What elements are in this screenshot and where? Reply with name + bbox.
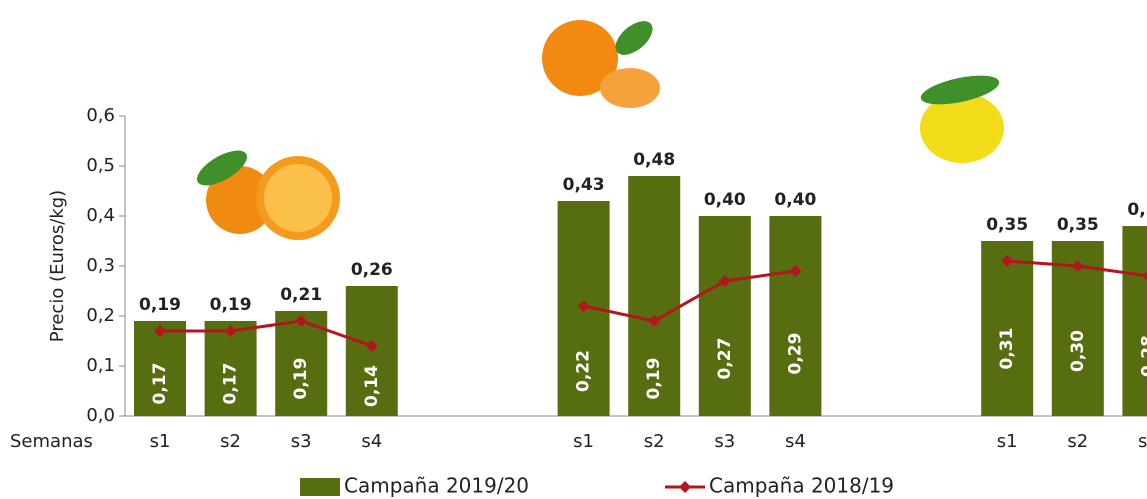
bar-value-label: 0,43	[563, 175, 605, 195]
x-tick-label: s1	[573, 431, 594, 452]
x-tick-label: s3	[1138, 431, 1147, 452]
x-tick-label: s3	[291, 431, 312, 452]
legend-label: Campaña 2018/19	[709, 474, 894, 498]
line-value-label: 0,27	[715, 338, 735, 380]
chart: Precio (Euros/kg) Semanas 0,0 0,1 0,2 0,3 0,…	[0, 0, 1147, 499]
line-value-label: 0,28	[1138, 335, 1147, 377]
legend-label: Campaña 2019/20	[344, 474, 529, 498]
legend-swatch	[300, 478, 340, 496]
orange-icon	[192, 144, 340, 240]
line-value-label: 0,17	[221, 363, 241, 405]
x-tick-label: s3	[714, 431, 735, 452]
x-axis-label: Semanas	[10, 431, 93, 452]
x-tick-label: s4	[785, 431, 806, 452]
lemon-icon	[918, 70, 1004, 163]
y-tick-label: 0,1	[86, 355, 115, 376]
line-value-label: 0,17	[150, 363, 170, 405]
x-tick-label: s4	[361, 431, 382, 452]
y-tick-label: 0,4	[86, 205, 115, 226]
line-value-label: 0,31	[997, 328, 1017, 370]
bar-value-label: 0,26	[351, 260, 393, 280]
line-value-label: 0,14	[362, 365, 382, 407]
line-value-label: 0,19	[644, 358, 664, 400]
bar-value-label: 0,35	[1057, 215, 1099, 235]
x-tick-label: s2	[1067, 431, 1088, 452]
y-tick-label: 0,2	[86, 305, 115, 326]
bar-value-label: 0,21	[280, 285, 322, 305]
x-tick-label: s2	[644, 431, 665, 452]
x-tick-label: s2	[220, 431, 241, 452]
bar	[1122, 226, 1147, 416]
bar-value-label: 0,40	[774, 190, 816, 210]
y-tick-label: 0,6	[86, 105, 115, 126]
bar-value-label: 0,40	[704, 190, 746, 210]
mandarin-icon	[542, 15, 660, 108]
line-value-label: 0,30	[1068, 330, 1088, 372]
y-tick-label: 0,5	[86, 155, 115, 176]
y-tick-label: 0,3	[86, 255, 115, 276]
bar-value-label: 0,48	[633, 150, 675, 170]
x-tick-label: s1	[997, 431, 1018, 452]
bar	[699, 216, 751, 416]
bar	[769, 216, 821, 416]
bar-value-label: 0,19	[139, 295, 181, 315]
y-tick-label: 0,0	[86, 405, 115, 426]
bar-value-label: 0,35	[986, 215, 1028, 235]
line-value-label: 0,19	[291, 358, 311, 400]
line-value-label: 0,29	[785, 333, 805, 375]
legend-swatch	[679, 481, 691, 493]
bar-value-label: 0,19	[210, 295, 252, 315]
y-axis-label: Precio (Euros/kg)	[47, 190, 68, 342]
x-tick-label: s1	[150, 431, 171, 452]
line-value-label: 0,22	[574, 350, 594, 392]
bar-value-label: 0,38	[1127, 200, 1147, 220]
